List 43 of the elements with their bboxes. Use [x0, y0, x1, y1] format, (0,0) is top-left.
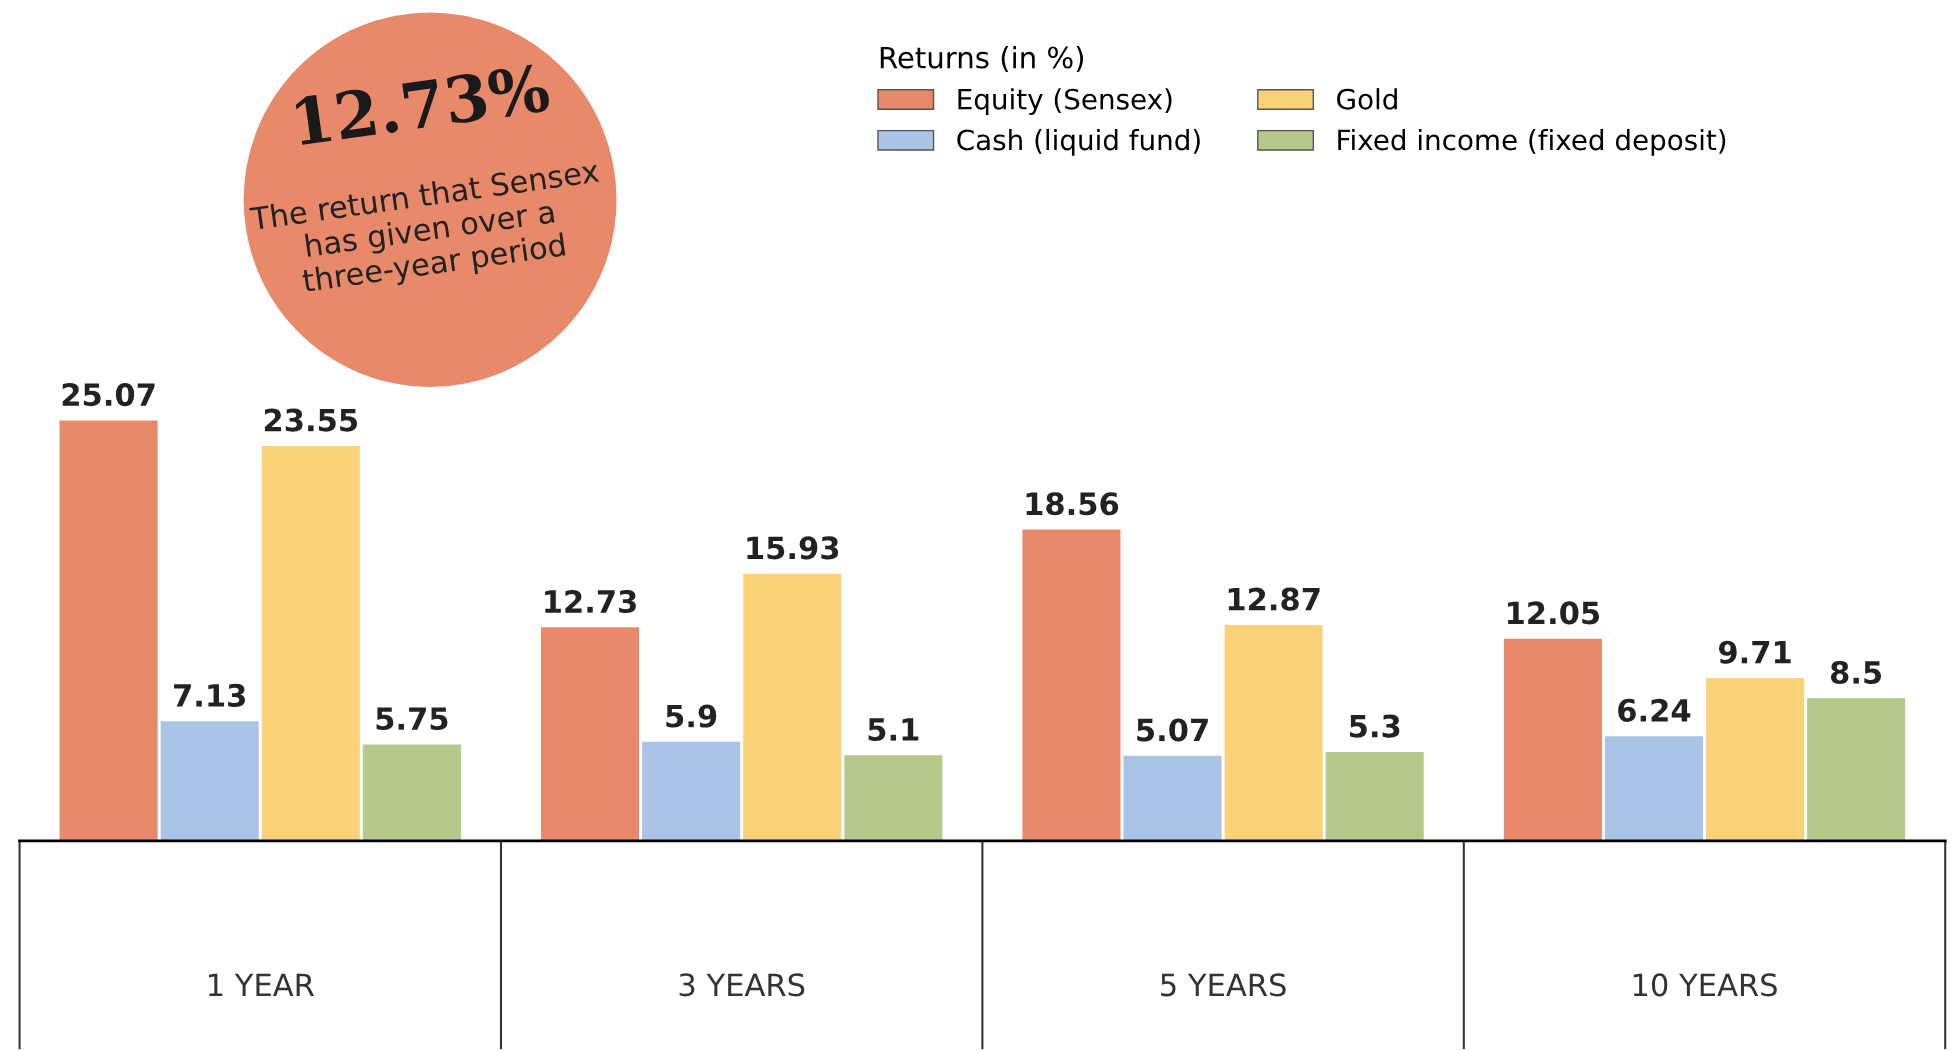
legend-title: Returns (in %) [880, 46, 1084, 73]
data-label: 23.55 [264, 408, 357, 432]
data-label: 12.05 [1507, 601, 1600, 625]
bar [541, 627, 640, 841]
text: The return that Sensex has given over a three-year period [249, 158, 600, 299]
bar [1022, 529, 1121, 841]
data-label: 15.93 [747, 536, 839, 560]
data-label: 7.13 [174, 683, 245, 707]
data-label: 25.07 [62, 383, 155, 407]
x-tick-label: 3 YEARS [679, 973, 805, 997]
data-label: 5.3 [1350, 714, 1400, 738]
data-label: 18.56 [1026, 492, 1119, 516]
x-tick-label: 5 YEARS [1161, 973, 1286, 997]
data-label: 6.24 [1618, 698, 1691, 722]
bar [1503, 638, 1602, 841]
bar [1224, 624, 1323, 841]
data-label: 12.73 [545, 589, 636, 614]
bar [642, 741, 741, 841]
bar [160, 721, 259, 841]
data-label: 8.5 [1830, 660, 1882, 685]
data-label: 5.1 [868, 718, 919, 742]
data-label: 9.71 [1718, 640, 1791, 664]
legend-label: Gold [1337, 88, 1397, 110]
bar [743, 573, 842, 841]
bar [1325, 751, 1424, 841]
bar [362, 744, 461, 841]
data-label: 5.9 [666, 704, 717, 728]
text: 12.73% [294, 62, 551, 146]
data-label: 12.87 [1228, 587, 1320, 611]
bar [844, 755, 943, 841]
bar [1706, 677, 1805, 841]
bar [1123, 755, 1222, 841]
bar [1807, 698, 1906, 841]
bar [261, 445, 360, 841]
legend-label: Equity (Sensex) [958, 88, 1172, 116]
x-tick-label: 10 YEARS [1633, 973, 1777, 997]
bar [59, 420, 158, 841]
bar [1604, 736, 1703, 841]
data-label: 5.75 [376, 707, 448, 731]
data-label: 5.07 [1137, 718, 1208, 742]
legend-label: Cash (liquid fund) [957, 128, 1200, 156]
x-tick-label: 1 YEAR [208, 973, 315, 996]
legend-label: Fixed income (fixed deposit) [1338, 128, 1726, 156]
